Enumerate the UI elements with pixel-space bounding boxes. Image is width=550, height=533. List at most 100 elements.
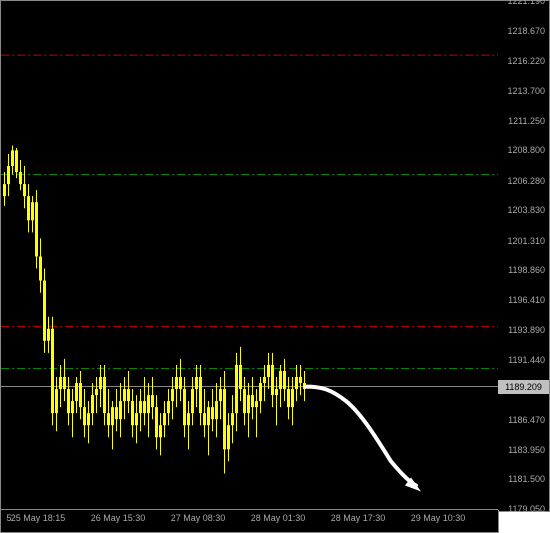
candle-body (55, 389, 58, 413)
candle-body (199, 377, 202, 413)
candle-body (263, 377, 266, 383)
y-tick-label: 1198.860 (508, 265, 545, 275)
candle-body (91, 395, 94, 413)
candle-body (163, 413, 166, 425)
candle-body (167, 401, 170, 413)
candle-body (159, 425, 162, 437)
candle-body (43, 281, 46, 341)
candle-body (123, 389, 126, 401)
candle-body (83, 407, 86, 425)
candle-body (131, 401, 134, 425)
y-tick-label: 1196.410 (508, 295, 545, 305)
current-price-box: 1189.209 (498, 380, 549, 394)
candle-body (107, 413, 110, 425)
candle-body (75, 383, 78, 401)
candle-body (251, 395, 254, 407)
candle-body (87, 413, 90, 425)
candle-body (179, 377, 182, 389)
chart-plot-area[interactable] (0, 0, 499, 510)
y-tick-label: 1183.950 (508, 445, 545, 455)
candle-body (19, 172, 22, 184)
candle-body (23, 184, 26, 196)
candle-body (99, 377, 102, 389)
y-tick-label: 1216.220 (507, 56, 545, 66)
candle-body (103, 377, 106, 413)
candle-body (135, 413, 138, 425)
chart-canvas (1, 1, 498, 509)
candle-body (195, 377, 198, 389)
candle-body (147, 395, 150, 413)
candle-body (275, 389, 278, 395)
candle-body (183, 389, 186, 425)
y-tick-label: 1203.830 (507, 205, 545, 215)
candle-body (171, 389, 174, 401)
candle-body (39, 256, 42, 280)
candle-body (51, 329, 54, 413)
y-tick-label: 1193.890 (508, 325, 545, 335)
y-axis: 1221.190 1218.670 1216.220 1213.700 1211.250… (498, 0, 550, 512)
y-tick-label: 1208.800 (507, 145, 545, 155)
candle-body (143, 401, 146, 413)
x-tick-label: 26 May 15:30 (91, 513, 146, 523)
y-tick-label: 1181.500 (508, 474, 545, 484)
candle-body (67, 389, 70, 413)
candle-body (127, 389, 130, 401)
candle-body (283, 371, 286, 389)
candle-body (295, 377, 298, 389)
candle-body (27, 196, 30, 220)
y-tick-label: 1218.670 (507, 26, 545, 36)
x-tick-label: 28 May 17:30 (331, 513, 386, 523)
x-tick-label: 29 May 10:30 (411, 513, 466, 523)
candle-body (35, 202, 38, 256)
price-chart[interactable]: 1221.190 1218.670 1216.220 1213.700 1211.250… (0, 0, 550, 533)
projection-curve (306, 387, 416, 486)
candle-body (175, 377, 178, 389)
y-tick-label: 1213.700 (507, 86, 545, 96)
candle-body (71, 401, 74, 413)
candle-body (115, 407, 118, 419)
candle-body (15, 150, 18, 172)
y-tick-label: 1221.190 (507, 0, 545, 6)
candle-body (207, 407, 210, 425)
candle-body (63, 377, 66, 389)
y-tick-label: 1201.310 (507, 236, 545, 246)
candle-body (111, 407, 114, 425)
candle-body (7, 166, 10, 184)
candle-body (95, 389, 98, 395)
x-tick-label: 27 May 08:30 (171, 513, 226, 523)
y-tick-label: 1191.440 (508, 355, 545, 365)
y-tick-label: 1211.250 (508, 116, 545, 126)
y-tick-label: 1179.050 (508, 504, 545, 514)
candle-body (203, 413, 206, 425)
candle-body (299, 377, 302, 383)
x-tick-label: 25 May 18:15 (11, 513, 66, 523)
candle-body (255, 401, 258, 407)
candle-body (187, 413, 190, 425)
candle-body (11, 150, 14, 166)
candle-body (291, 389, 294, 407)
candle-body (79, 383, 82, 407)
candle-body (227, 425, 230, 449)
candle-body (215, 401, 218, 419)
candle-body (59, 377, 62, 389)
y-tick-label: 1186.470 (508, 415, 545, 425)
candle-body (279, 371, 282, 389)
candle-body (211, 407, 214, 419)
candle-body (223, 389, 226, 449)
candle-body (267, 365, 270, 377)
candle-body (191, 389, 194, 413)
candle-body (247, 395, 250, 413)
candle-body (259, 383, 262, 401)
candle-body (119, 401, 122, 419)
candle-body (235, 365, 238, 413)
candle-body (139, 401, 142, 413)
y-tick-label: 1206.280 (507, 176, 545, 186)
x-tick-label: 28 May 01:30 (251, 513, 306, 523)
candle-body (47, 329, 50, 341)
candle-body (271, 365, 274, 395)
candle-body (31, 202, 34, 220)
candle-body (151, 395, 154, 407)
candle-body (231, 413, 234, 425)
candle-body (155, 407, 158, 437)
x-axis: 525 May 18:1526 May 15:3027 May 08:3028 … (0, 510, 499, 533)
